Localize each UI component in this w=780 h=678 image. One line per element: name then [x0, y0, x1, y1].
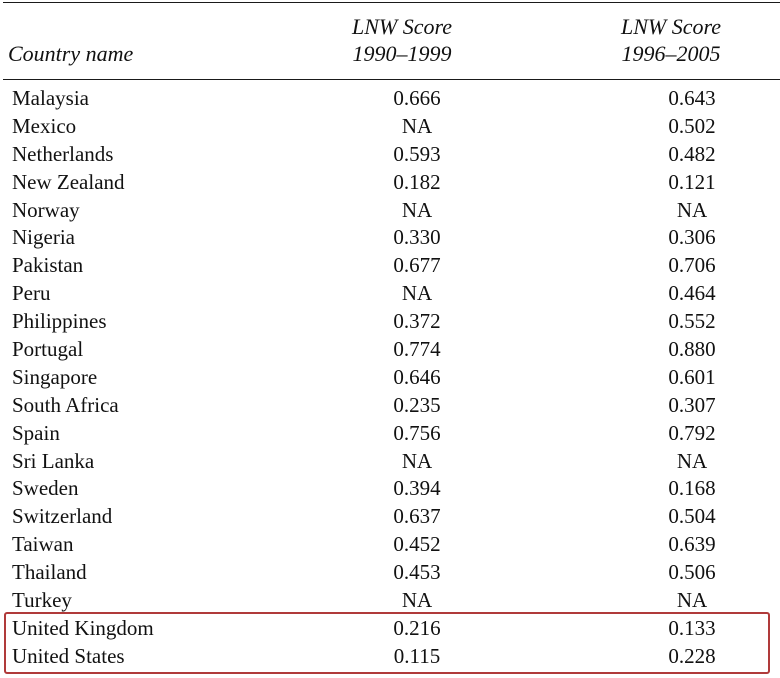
country-name: New Zealand [12, 169, 125, 194]
table-row: Malaysia 0.666 0.643 [0, 85, 780, 113]
top-rule [3, 2, 780, 3]
header-rule [3, 79, 780, 80]
table-row: United Kingdom 0.216 0.133 [0, 615, 780, 643]
country-name: South Africa [12, 392, 119, 417]
table-row: Pakistan 0.677 0.706 [0, 252, 780, 280]
country-name: Netherlands [12, 141, 114, 166]
lnw-score-1996-2005: 0.792 [668, 420, 716, 445]
lnw-score-1996-2005: 0.552 [668, 309, 716, 334]
table-row: Peru NA 0.464 [0, 280, 780, 308]
table-row: Philippines 0.372 0.552 [0, 308, 780, 336]
lnw-score-1996-2005: 0.464 [668, 281, 716, 306]
lnw-score-1990-1999: 0.452 [393, 532, 441, 557]
table-row: Sweden 0.394 0.168 [0, 475, 780, 503]
lnw-score-1996-2005: 0.228 [668, 643, 716, 668]
lnw-score-1996-2005: 0.504 [668, 504, 716, 529]
lnw-score-1996-2005: 0.506 [668, 560, 716, 585]
lnw-score-1996-2005: 0.706 [668, 253, 716, 278]
lnw-score-1990-1999: 0.453 [393, 560, 441, 585]
lnw-score-1990-1999: 0.330 [393, 225, 441, 250]
lnw-score-1990-1999: 0.646 [393, 364, 441, 389]
country-name: Turkey [12, 588, 72, 613]
header-col2-line1: LNW Score [620, 14, 721, 39]
lnw-score-1990-1999: NA [401, 588, 433, 613]
lnw-score-1990-1999: NA [401, 281, 433, 306]
table-row: Mexico NA 0.502 [0, 113, 780, 141]
lnw-score-1996-2005: 0.306 [668, 225, 716, 250]
country-name: Pakistan [12, 253, 84, 278]
table-row: New Zealand 0.182 0.121 [0, 169, 780, 197]
country-name: Nigeria [12, 225, 75, 250]
lnw-score-1990-1999: 0.756 [393, 420, 441, 445]
country-name: Norway [12, 197, 80, 222]
lnw-score-1996-2005: 0.168 [668, 476, 716, 501]
lnw-score-1990-1999: 0.677 [393, 253, 441, 278]
table-row: United States 0.115 0.228 [0, 643, 780, 671]
country-name: Mexico [12, 113, 77, 138]
table-row: Switzerland 0.637 0.504 [0, 503, 780, 531]
header-col1-line2: 1990–1999 [352, 41, 452, 66]
table-row: Nigeria 0.330 0.306 [0, 224, 780, 252]
lnw-score-1996-2005: 0.639 [668, 532, 716, 557]
lnw-score-1990-1999: 0.115 [393, 643, 441, 668]
table-row: Thailand 0.453 0.506 [0, 559, 780, 587]
header-col2-line2: 1996–2005 [621, 41, 721, 66]
table-row: Sri Lanka NA NA [0, 448, 780, 476]
country-name: Portugal [12, 337, 84, 362]
country-name: Malaysia [12, 86, 89, 110]
table-row: Netherlands 0.593 0.482 [0, 141, 780, 169]
header-lnw-1990-1999: LNW Score 1990–1999 [302, 13, 502, 67]
country-name: Philippines [12, 309, 107, 334]
country-name: Sweden [12, 476, 79, 501]
lnw-score-1990-1999: 0.666 [393, 86, 441, 110]
header-col1-line1: LNW Score [351, 14, 452, 39]
country-name: Peru [12, 281, 51, 306]
table-row: Singapore 0.646 0.601 [0, 364, 780, 392]
lnw-score-1996-2005: 0.601 [668, 364, 716, 389]
lnw-score-1990-1999: 0.593 [393, 141, 441, 166]
table-body: Malaysia 0.666 0.643 Mexico NA 0.502 Netherlan… [0, 85, 780, 671]
country-name: Thailand [12, 560, 87, 585]
table-row: Norway NA NA [0, 197, 780, 225]
header-lnw-1996-2005: LNW Score 1996–2005 [571, 13, 771, 67]
country-name: United States [12, 643, 125, 668]
table-row: Portugal 0.774 0.880 [0, 336, 780, 364]
lnw-score-1996-2005: NA [676, 448, 708, 473]
country-name: Spain [12, 420, 60, 445]
highlight-box [4, 612, 770, 674]
lnw-score-1990-1999: 0.774 [393, 337, 441, 362]
lnw-score-1990-1999: 0.394 [393, 476, 441, 501]
country-name: United Kingdom [12, 615, 154, 640]
lnw-score-1996-2005: 0.482 [668, 141, 716, 166]
lnw-score-1990-1999: 0.182 [393, 169, 441, 194]
lnw-score-1996-2005: NA [676, 588, 708, 613]
lnw-score-1990-1999: NA [401, 448, 433, 473]
country-name: Taiwan [12, 532, 74, 557]
lnw-score-1996-2005: 0.643 [668, 86, 716, 110]
lnw-score-1990-1999: 0.637 [393, 504, 441, 529]
table-row: South Africa 0.235 0.307 [0, 392, 780, 420]
country-name: Sri Lanka [12, 448, 95, 473]
lnw-score-1996-2005: NA [676, 197, 708, 222]
lnw-score-1990-1999: 0.216 [393, 615, 441, 640]
table-row: Turkey NA NA [0, 587, 780, 615]
country-name: Switzerland [12, 504, 113, 529]
header-country: Country name [8, 41, 134, 66]
lnw-score-1990-1999: NA [401, 197, 433, 222]
lnw-score-1990-1999: 0.235 [393, 392, 441, 417]
country-name: Singapore [12, 364, 98, 389]
table-row: Spain 0.756 0.792 [0, 420, 780, 448]
lnw-score-1990-1999: 0.372 [393, 309, 441, 334]
lnw-score-1996-2005: 0.133 [668, 615, 716, 640]
lnw-score-1996-2005: 0.121 [668, 169, 716, 194]
lnw-score-1996-2005: 0.307 [668, 392, 716, 417]
table-row: Taiwan 0.452 0.639 [0, 531, 780, 559]
lnw-score-1996-2005: 0.502 [668, 113, 716, 138]
lnw-score-1990-1999: NA [401, 113, 433, 138]
lnw-score-1996-2005: 0.880 [668, 337, 716, 362]
